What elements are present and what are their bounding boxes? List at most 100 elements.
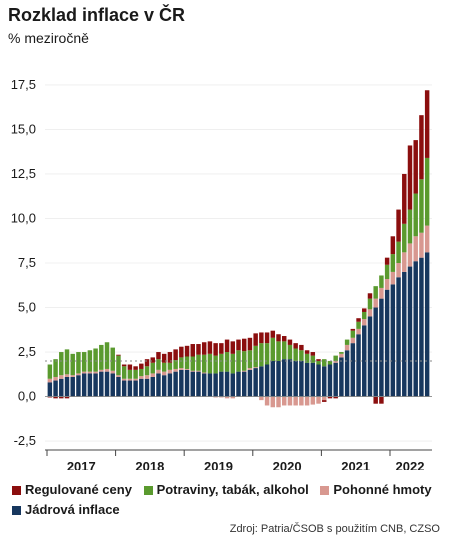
bar-segment-regulovane — [184, 345, 190, 357]
bar-segment-pohonne — [344, 344, 350, 351]
bar-segment-pohonne — [333, 360, 338, 363]
bar-segment-pohonne — [402, 252, 407, 272]
bar-segment-jadrova — [419, 257, 424, 397]
bar-segment-regulovane — [367, 293, 373, 299]
bar-segment-pohonne — [127, 378, 133, 381]
bar-segment-potraviny — [99, 344, 104, 370]
bar-segment-jadrova — [396, 277, 401, 397]
bar-segment-regulovane — [139, 363, 144, 369]
bar-segment-regulovane — [127, 364, 133, 370]
x-year-label: 2017 — [67, 459, 96, 470]
bar-segment-potraviny — [201, 354, 207, 373]
bar-segment-pohonne — [201, 372, 207, 374]
bar-segment-pohonne — [144, 375, 150, 379]
bar-segment-potraviny — [259, 343, 264, 367]
bar-segment-potraviny — [316, 360, 321, 365]
y-tick-label: 2,5 — [18, 344, 36, 359]
bar-segment-potraviny — [219, 353, 224, 372]
bar-segment-pohonne — [70, 375, 75, 377]
bar-segment-jadrova — [179, 369, 184, 397]
bar-segment-jadrova — [424, 252, 430, 397]
bar-segment-jadrova — [379, 298, 384, 397]
bar-segment-potraviny — [184, 356, 190, 369]
legend-label-regulovane: Regulované ceny — [25, 482, 132, 497]
bar-segment-jadrova — [339, 357, 344, 397]
bar-segment-potraviny — [47, 364, 53, 379]
bar-segment-potraviny — [144, 366, 150, 376]
bar-segment-potraviny — [196, 354, 201, 371]
bar-segment-jadrova — [236, 371, 241, 397]
bar-segment-regulovane — [390, 236, 396, 255]
legend-swatch-jadrova — [12, 505, 21, 515]
bar-segment-potraviny — [350, 330, 356, 338]
bar-segment-jadrova — [81, 373, 87, 397]
bar-segment-regulovane — [53, 396, 58, 399]
bar-segment-pohonne — [133, 378, 138, 381]
bar-segment-regulovane — [150, 357, 155, 363]
bar-segment-potraviny — [413, 193, 418, 237]
inflation-stacked-bar-chart: -2,5 0,0 2,5 5,0 7,5 10,0 12,5 15,0 17,5 2017 2018… — [11, 77, 432, 470]
bar-segment-regulovane — [362, 308, 367, 312]
bar-segment-regulovane — [59, 396, 64, 399]
x-year-label: 2019 — [204, 459, 233, 470]
bar-segment-pohonne — [259, 396, 264, 401]
bar-segment-pohonne — [339, 353, 344, 358]
chart-subtitle: % meziročně — [8, 30, 89, 46]
bar-segment-pohonne — [64, 374, 70, 377]
x-year-label: 2020 — [273, 459, 302, 470]
bar-segment-potraviny — [104, 342, 110, 369]
bar-segment-jadrova — [190, 371, 195, 397]
bar-segment-pohonne — [47, 378, 53, 383]
bar-segment-regulovane — [299, 344, 304, 351]
bar-segment-pohonne — [150, 373, 155, 377]
bar-segment-pohonne — [253, 367, 258, 369]
bar-segment-regulovane — [253, 333, 258, 346]
bar-segment-regulovane — [241, 338, 247, 352]
bar-segment-jadrova — [64, 376, 70, 397]
bar-segment-potraviny — [93, 348, 98, 372]
bar-segment-potraviny — [419, 179, 424, 233]
bar-segment-pohonne — [99, 369, 104, 372]
bar-segment-potraviny — [253, 345, 258, 368]
bar-segment-regulovane — [282, 336, 287, 342]
legend-item-regulovane: Regulované ceny — [12, 480, 132, 500]
bar-segment-jadrova — [259, 366, 264, 397]
bar-segment-jadrova — [93, 373, 98, 397]
bar-segment-jadrova — [121, 380, 127, 397]
bar-segment-pohonne — [322, 396, 327, 401]
bar-segment-jadrova — [241, 371, 247, 397]
x-year-label: 2021 — [341, 459, 370, 470]
bar-segment-pohonne — [362, 319, 367, 326]
bar-segment-pohonne — [190, 370, 195, 372]
bar-segment-regulovane — [379, 396, 384, 404]
bar-segment-pohonne — [87, 371, 93, 374]
bar-segment-jadrova — [327, 364, 333, 397]
bar-segment-pohonne — [196, 370, 201, 372]
bar-segment-jadrova — [344, 350, 350, 397]
bar-segment-potraviny — [110, 347, 115, 371]
bar-segment-jadrova — [76, 375, 81, 397]
bar-segment-potraviny — [384, 264, 390, 280]
bar-segment-potraviny — [367, 298, 373, 310]
bar-segment-potraviny — [121, 366, 127, 379]
bar-segment-pohonne — [59, 375, 64, 379]
bar-segment-regulovane — [407, 145, 413, 210]
bar-segment-potraviny — [207, 353, 213, 374]
bar-segment-jadrova — [219, 371, 224, 397]
y-tick-label: 7,5 — [18, 255, 36, 270]
legend-swatch-potraviny — [143, 485, 153, 495]
bar-segment-regulovane — [190, 344, 195, 357]
bar-segment-jadrova — [293, 360, 298, 397]
bar-segment-jadrova — [287, 359, 293, 397]
bar-segment-potraviny — [327, 360, 333, 365]
bar-segment-pohonne — [139, 376, 144, 379]
bar-segment-regulovane — [224, 339, 230, 353]
bar-segment-jadrova — [70, 376, 75, 397]
bar-segment-pohonne — [104, 368, 110, 372]
bar-segment-pohonne — [213, 396, 218, 398]
bar-segment-jadrova — [167, 373, 173, 397]
bar-segment-pohonne — [219, 396, 224, 398]
x-year-label: 2022 — [396, 459, 425, 470]
bar-segment-jadrova — [173, 371, 178, 397]
bar-segment-regulovane — [179, 346, 184, 358]
